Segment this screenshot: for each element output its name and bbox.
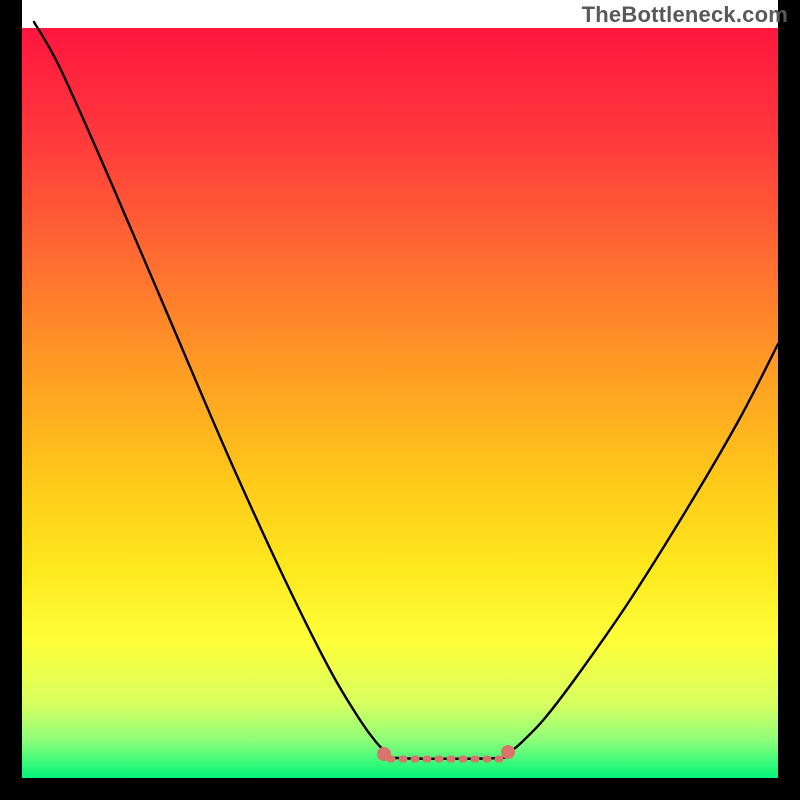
- frame-border-bottom: [0, 778, 800, 800]
- watermark-text: TheBottleneck.com: [582, 2, 788, 28]
- frame-border-right: [778, 0, 800, 800]
- plot-gradient-background: [22, 28, 778, 778]
- frame-border-left: [0, 0, 22, 800]
- chart-stage: TheBottleneck.com: [0, 0, 800, 800]
